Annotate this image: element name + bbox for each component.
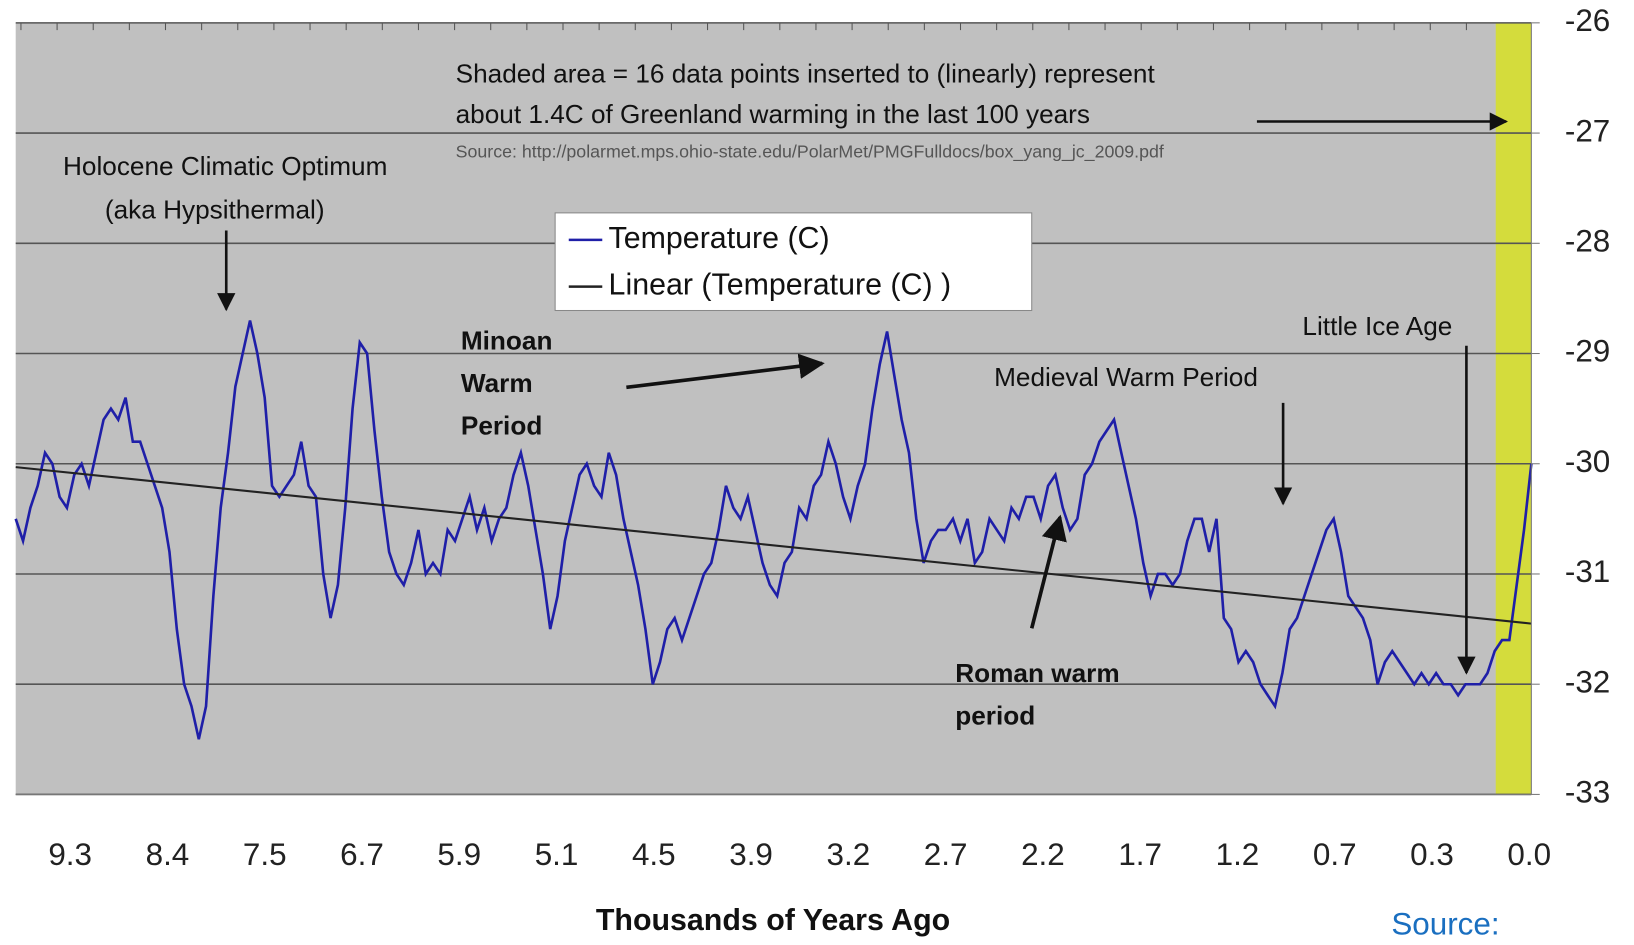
annotation: Source: http://polarmet.mps.ohio-state.e…	[456, 141, 1164, 162]
legend-label: Temperature (C)	[609, 222, 830, 255]
x-tick-label: 0.7	[1313, 837, 1357, 872]
x-tick-label: 2.2	[1021, 837, 1065, 872]
legend-label: Linear (Temperature (C) )	[609, 269, 952, 302]
annotation: Roman warm	[955, 658, 1119, 688]
arrow	[1029, 514, 1067, 629]
y-tick-label: -29	[1565, 334, 1610, 369]
annotation: Holocene Climatic Optimum	[63, 151, 387, 181]
x-tick-label: 8.4	[146, 837, 190, 872]
annotation: Minoan	[461, 326, 553, 356]
x-tick-label: 2.7	[924, 837, 968, 872]
annotations: Shaded area = 16 data points inserted to…	[63, 59, 1452, 731]
y-tick-label: -31	[1565, 554, 1610, 589]
annotation: Little Ice Age	[1302, 311, 1452, 341]
legend-box	[554, 212, 1033, 312]
x-tick-label: 6.7	[340, 837, 384, 872]
annotation: Period	[461, 411, 542, 441]
annotation: (aka Hypsithermal)	[105, 195, 325, 225]
temperature-line	[14, 320, 1533, 740]
y-tick-label: -32	[1565, 665, 1610, 700]
x-tick-label: 3.9	[729, 837, 773, 872]
x-tick-label: 1.7	[1118, 837, 1162, 872]
source: Source:	[1391, 907, 1499, 942]
y-tick-label: -26	[1565, 3, 1610, 38]
annotation: Shaded area = 16 data points inserted to…	[456, 59, 1156, 89]
y-tick-label: -27	[1565, 113, 1610, 148]
shaded-area	[1495, 22, 1532, 795]
x-tick-label: 9.3	[48, 837, 92, 872]
x-tick-label: 0.0	[1507, 837, 1551, 872]
annotation: Warm	[461, 368, 533, 398]
y-tick-label: -33	[1565, 775, 1610, 810]
arrow	[626, 353, 825, 390]
x-tick-label: 1.2	[1216, 837, 1260, 872]
x-tick-label: 4.5	[632, 837, 676, 872]
y-tick-label: -30	[1565, 444, 1610, 479]
x-tick-label: 7.5	[243, 837, 287, 872]
annotation: Medieval Warm Period	[994, 362, 1258, 392]
annotation: period	[955, 701, 1035, 731]
arrows	[217, 112, 1509, 675]
x-tick-label: 3.2	[827, 837, 871, 872]
trend-line	[15, 466, 1532, 625]
y-tick-label: -28	[1565, 224, 1610, 259]
x-tick-label: 5.9	[437, 837, 481, 872]
x-axis-title: Thousands of Years Ago	[596, 904, 950, 937]
x-tick-label: 0.3	[1410, 837, 1454, 872]
plot-area	[15, 22, 1532, 795]
x-tick-label: 5.1	[535, 837, 579, 872]
annotation: about 1.4C of Greenland warming in the l…	[456, 99, 1090, 129]
legend: Temperature (C) Linear (Temperature (C) )	[554, 212, 1033, 312]
